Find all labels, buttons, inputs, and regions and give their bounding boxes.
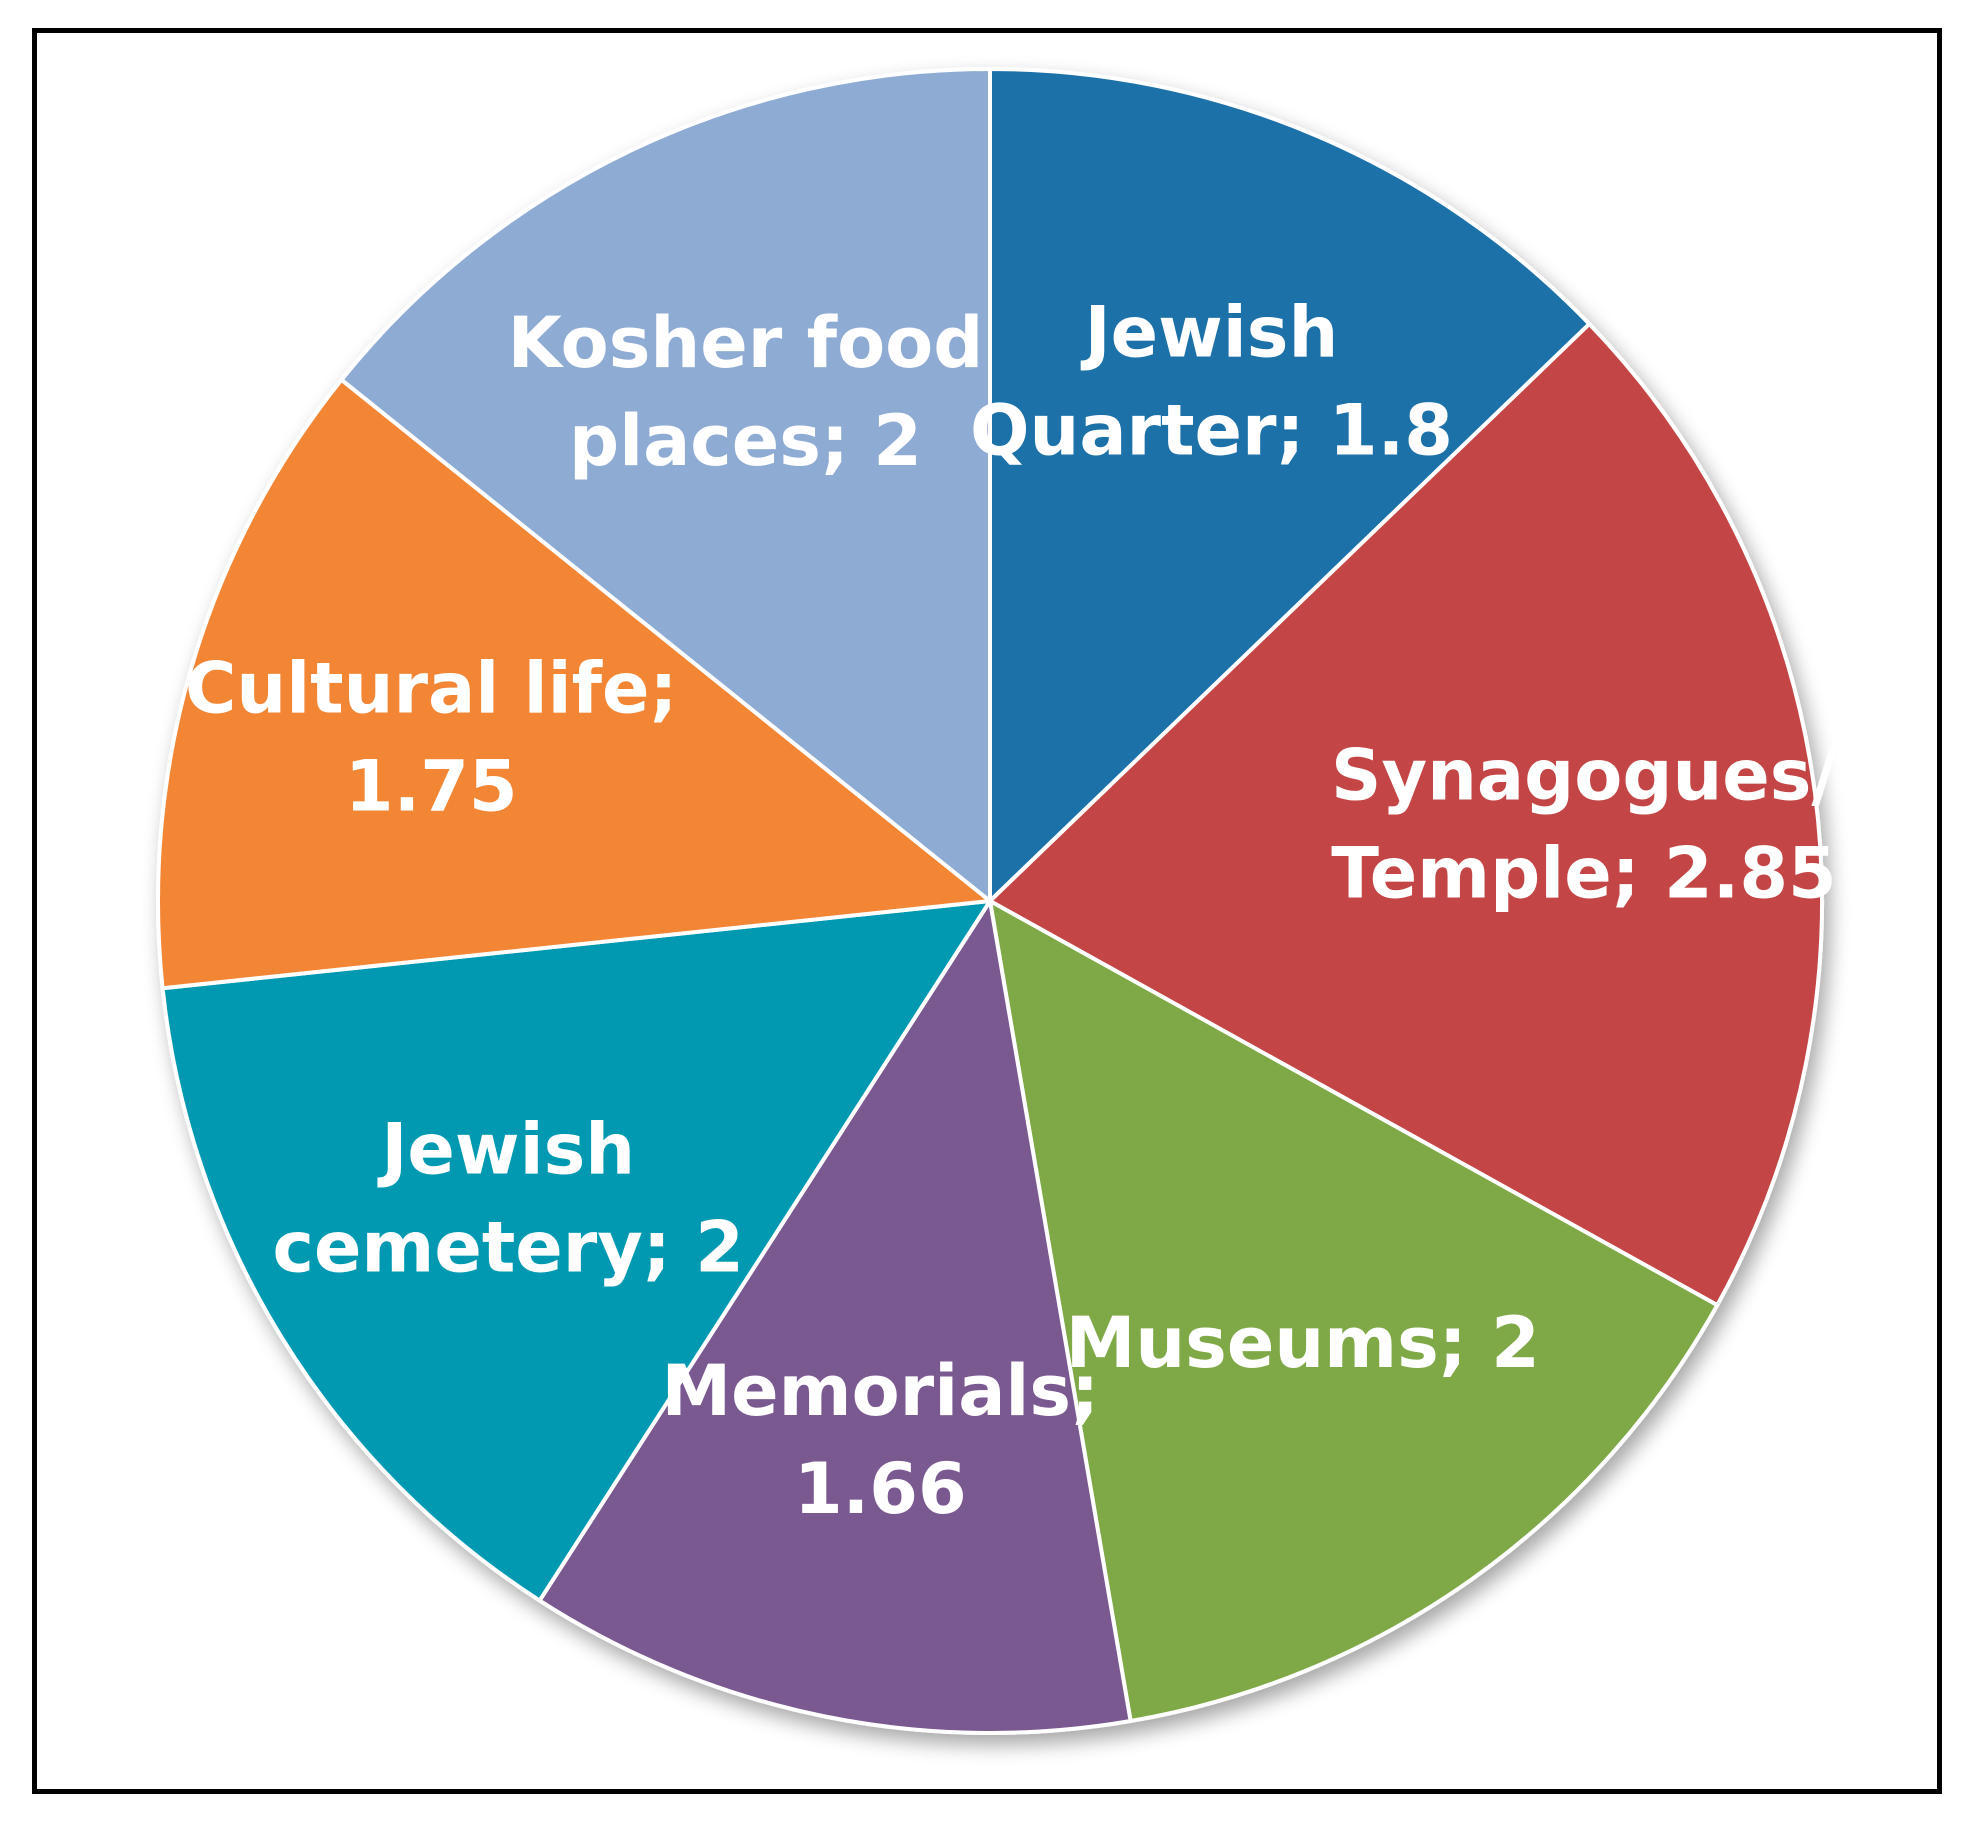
pie-slice-memorials (537, 899, 1133, 1735)
pie-slice-kosher-food-places (339, 67, 992, 903)
pie-slice-jewish-quarter (988, 67, 1592, 903)
pie-labels: Jewish Quarter; 1.8 Synagogues/Temple; 2.8… (185, 291, 1837, 1530)
pie-chart: Jewish Quarter; 1.8 Synagogues/Temple; 2.8… (156, 67, 1837, 1735)
data-label-synagogues-temple: Synagogues/Temple; 2.85 (1331, 735, 1837, 915)
data-label-cultural-life: Cultural life; 1.75 (185, 648, 678, 828)
data-label-jewish-cemetery: Jewish cemetery; 2 (272, 1109, 744, 1289)
pie-slice-cultural-life (156, 377, 992, 991)
data-label-jewish-quarter: Jewish Quarter; 1.8 (970, 291, 1453, 471)
data-label-kosher-food-places: Kosher food places; 2 (508, 302, 984, 482)
chart-frame: Jewish Quarter; 1.8 Synagogues/Temple; 2.8… (32, 28, 1942, 1794)
data-label-museums: Museums; 2 (1066, 1302, 1540, 1384)
pie-slice-museums (988, 899, 1720, 1724)
data-label-memorials: Memorials; 1.66 (662, 1350, 1100, 1530)
pie-slice-synagogues-temple (988, 321, 1824, 1308)
pie-slice-jewish-cemetery (160, 899, 992, 1603)
pie-slices (156, 67, 1824, 1735)
